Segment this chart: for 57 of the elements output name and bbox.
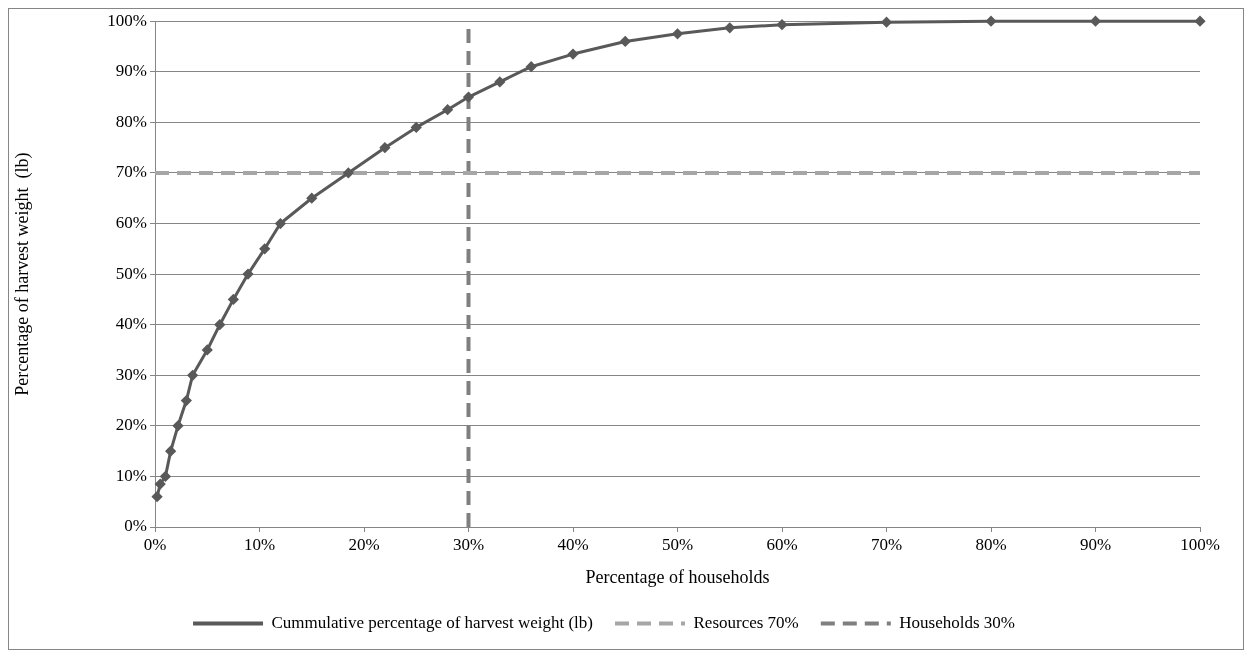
x-tick-label: 60% [766,534,798,554]
x-tick-label: 70% [870,534,903,554]
x-tick-label: 30% [452,534,485,554]
point [172,420,183,431]
point [724,22,735,33]
point [214,319,225,330]
x-tick-label: 20% [348,534,380,554]
point [526,61,537,72]
y-axis-title: Percentage of harvest weight (lb) [11,152,33,396]
point [568,49,578,60]
point [155,479,166,490]
point [881,17,892,28]
x-tick-label: 90% [1079,534,1112,554]
point [202,344,213,355]
point [228,294,239,305]
y-tick-label: 10% [115,465,147,485]
y-tick-label: 20% [115,415,147,435]
point [463,92,474,103]
point [494,76,505,87]
point [160,471,171,482]
x-tick-label: 10% [243,534,276,554]
x-axis-title: Percentage of households [585,566,770,587]
point [306,193,317,204]
point [243,269,254,280]
point [777,19,787,30]
legend-label: Households 30% [899,612,1015,632]
x-tick-label: 50% [661,534,694,554]
point [181,395,192,406]
point [259,243,270,254]
y-tick-label: 60% [115,212,147,232]
point [165,446,176,457]
point [442,104,453,115]
point [152,491,163,502]
legend-label: Resources 70% [693,612,799,632]
y-tick-label: 100% [107,10,147,30]
y-tick-label: 30% [115,364,147,384]
point [411,122,422,133]
y-tick-label: 40% [115,314,147,334]
point [343,167,354,178]
point [275,218,286,229]
x-tick-label: 80% [975,534,1007,554]
point [1195,16,1205,27]
point [986,16,996,27]
y-tick-label: 80% [115,111,147,131]
y-tick-label: 50% [115,263,147,283]
x-tick-label: 40% [557,534,589,554]
point [672,28,683,39]
point [620,36,631,47]
y-tick-label: 70% [115,162,147,182]
legend-label: Cummulative percentage of harvest weight (lb) [271,612,594,632]
y-tick-label: 0% [124,516,147,536]
point [187,370,198,381]
y-tick-label: 90% [115,61,147,81]
point [1090,16,1101,27]
point [379,142,390,153]
x-tick-label: 100% [1180,534,1220,554]
x-tick-label: 0% [143,534,167,554]
